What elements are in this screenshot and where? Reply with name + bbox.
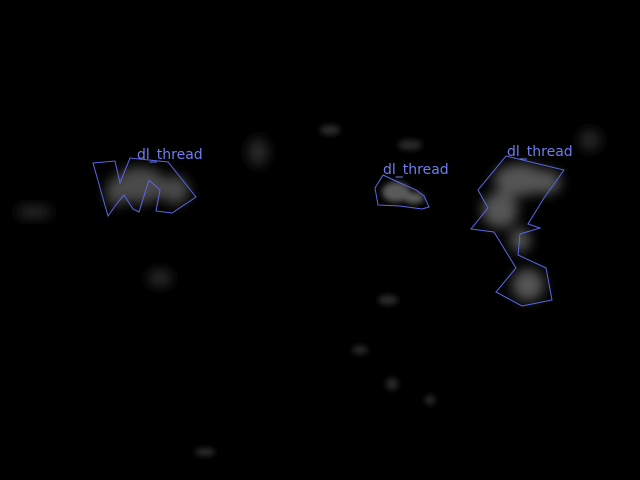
annotation-label: dl_thread (137, 147, 203, 163)
object-blobs (106, 164, 561, 301)
background-noise (16, 125, 600, 456)
annotation-outline (470, 155, 565, 307)
annotation-outline (92, 157, 197, 218)
annotation-label: dl_thread (383, 162, 449, 178)
annotation-label: dl_thread (507, 144, 573, 160)
annotation-outline (374, 174, 430, 210)
